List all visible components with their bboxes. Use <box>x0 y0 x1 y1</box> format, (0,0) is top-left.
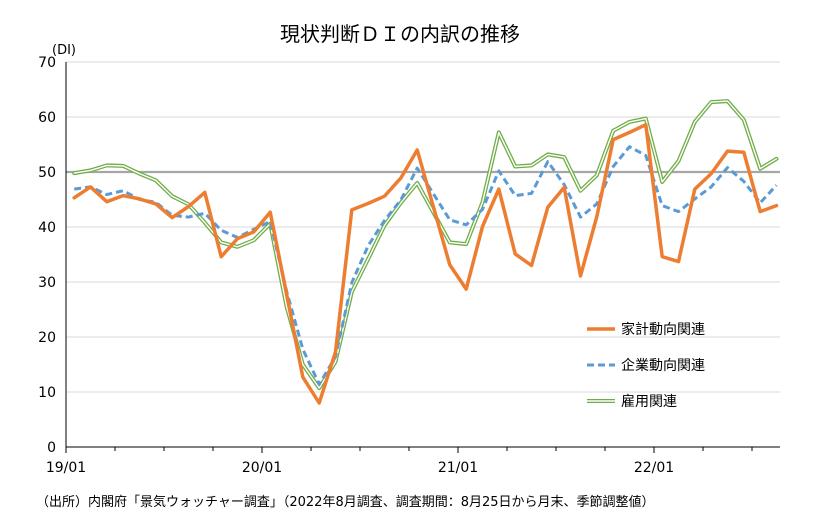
y-tick-label: 70 <box>38 55 56 71</box>
chart-title: 現状判断ＤＩの内訳の推移 <box>280 22 520 46</box>
source-note: （出所）内閣府「景気ウォッチャー調査」（2022年8月調査、調査期間：8月25日… <box>36 494 655 510</box>
series-3 <box>72 99 779 391</box>
x-tick-label: 20/01 <box>242 460 282 476</box>
x-tick-labels: 19/01 20/01 21/01 22/01 <box>46 460 674 476</box>
y-axis-unit-label: (DI) <box>52 43 76 58</box>
y-tick-label: 20 <box>38 330 56 346</box>
y-tick-label: 30 <box>38 275 56 291</box>
y-tick-label: 50 <box>38 165 56 181</box>
series-line-outer <box>72 99 779 391</box>
y-tick-label: 40 <box>38 220 56 236</box>
x-tick-label: 19/01 <box>46 460 86 476</box>
series-lines <box>72 99 779 405</box>
series-line-inner <box>73 100 778 389</box>
y-tick-labels: 0 10 20 30 40 50 60 70 <box>38 55 56 456</box>
x-tick-label: 22/01 <box>634 460 674 476</box>
y-tick-label: 60 <box>38 110 56 126</box>
series-line <box>72 122 779 405</box>
y-tick-label: 10 <box>38 385 56 401</box>
x-tick-label: 21/01 <box>438 460 478 476</box>
legend-item-2: 企業動向関連 <box>587 357 705 374</box>
y-tick-label: 0 <box>47 440 56 456</box>
legend-label: 家計動向関連 <box>621 321 705 338</box>
axes <box>65 62 780 453</box>
legend-item-3: 雇用関連 <box>587 393 677 410</box>
legend-item-1: 家計動向関連 <box>587 321 705 338</box>
legend-label: 企業動向関連 <box>621 357 705 374</box>
gridlines <box>66 61 780 393</box>
series-1 <box>72 122 779 405</box>
legend-label: 雇用関連 <box>621 393 677 410</box>
